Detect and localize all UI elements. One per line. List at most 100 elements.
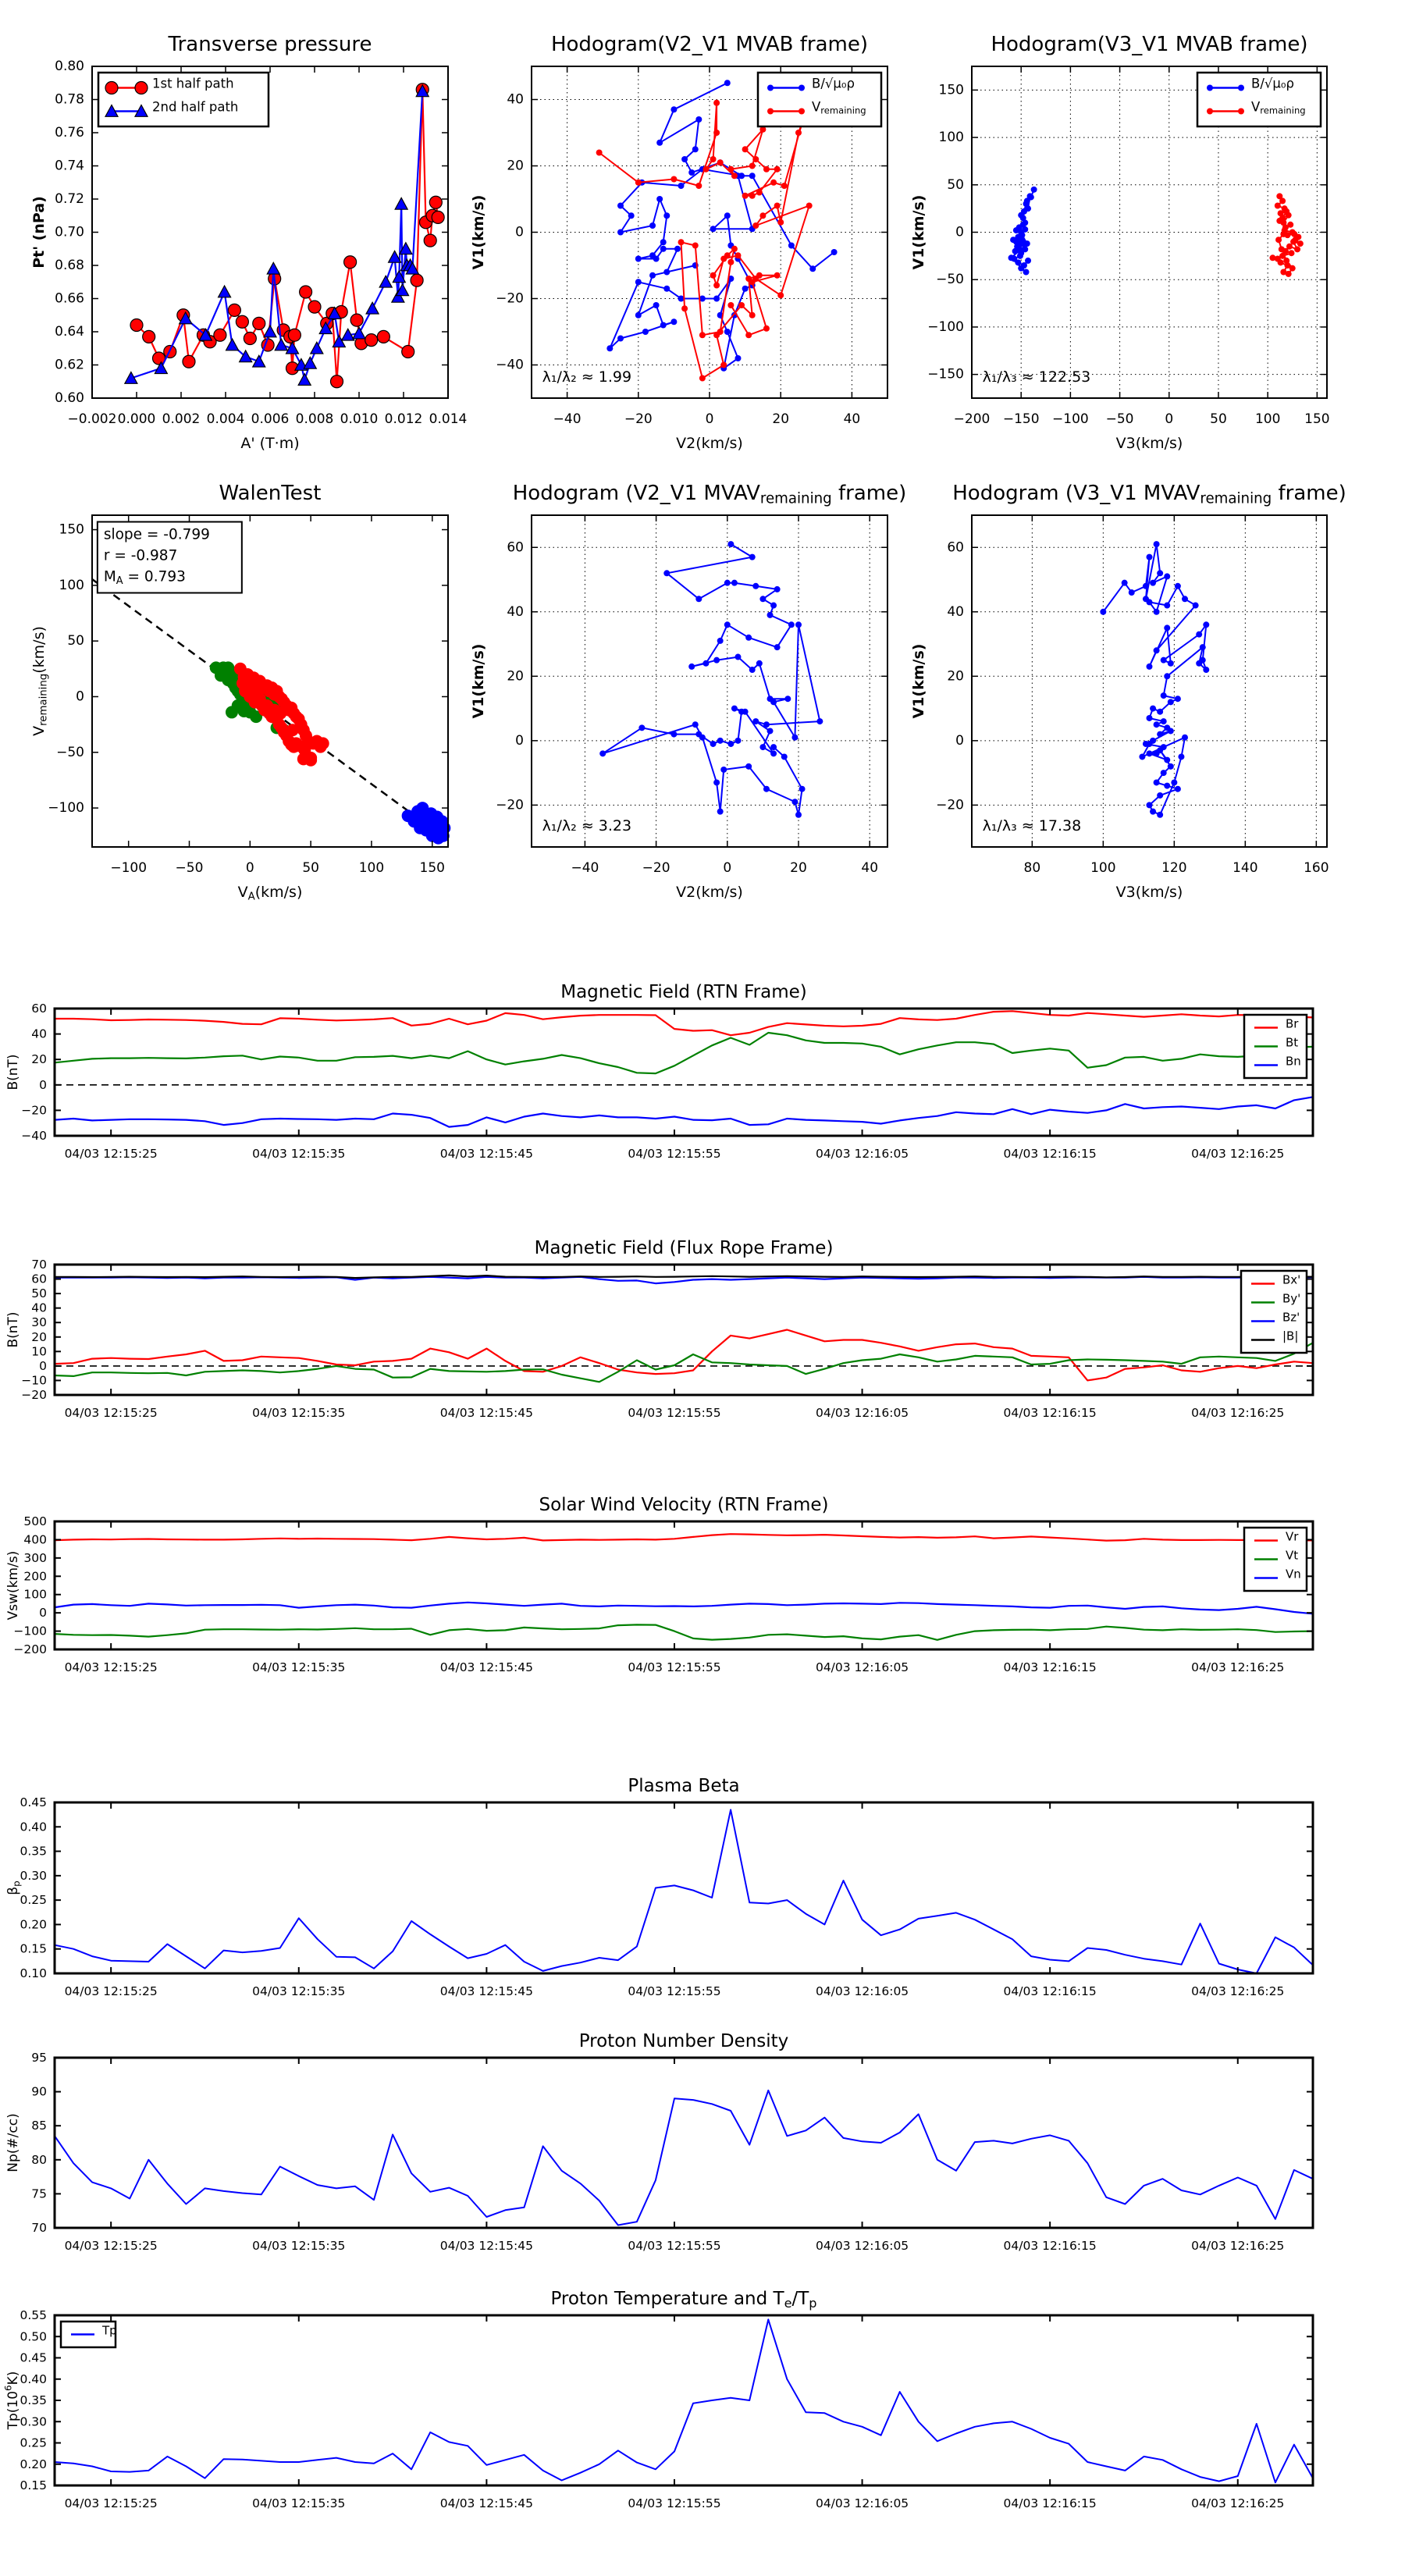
y-tick-label: 40 — [507, 604, 524, 620]
series-Vremaining — [596, 99, 813, 382]
legend-label: Bn — [1286, 1055, 1301, 1069]
y-tick-label: 300 — [23, 1550, 47, 1564]
x-tick-label: 04/03 12:16:15 — [1004, 1406, 1097, 1420]
x-tick-label: 160 — [1304, 860, 1329, 876]
y-tick-label: 30 — [31, 1315, 47, 1329]
y-tick-label: 80 — [31, 2152, 47, 2166]
y-tick-label: 0.10 — [20, 1966, 47, 1980]
series-Br — [55, 1010, 1314, 1037]
y-tick-label: 60 — [947, 539, 964, 555]
x-tick-label: 04/03 12:16:05 — [816, 1406, 909, 1420]
x-axis-label: A' (T·m) — [240, 435, 299, 452]
plot-frame — [531, 514, 888, 848]
x-tick-label: 04/03 12:15:35 — [252, 1984, 345, 1998]
panel-title: Magnetic Field (RTN Frame) — [560, 982, 807, 1002]
x-tick-label: 04/03 12:15:25 — [65, 1984, 158, 1998]
series-Tp — [54, 2318, 1314, 2484]
x-tick-label: −20 — [642, 860, 670, 876]
series-Bx' — [54, 1329, 1314, 1382]
y-tick-label: 0 — [955, 225, 964, 240]
x-tick-label: 0 — [246, 860, 254, 876]
y-tick-label: 60 — [31, 1272, 47, 1286]
panel-hodogram-v3v1-mvab: −200 −150 −100 −50 0 50 100 150 −150 −100 −50 0 50 10… — [910, 33, 1330, 452]
x-tick-label: 04/03 12:15:45 — [440, 1660, 533, 1674]
annotation: λ₁/λ₂ ≈ 3.23 — [542, 817, 631, 834]
series-red cluster — [233, 662, 329, 767]
y-axis-label: βp — [5, 1880, 22, 1895]
y-tick-label: 0 — [39, 1606, 47, 1620]
x-tick-label: 04/03 12:15:55 — [628, 1147, 720, 1161]
y-tick-label: 0.74 — [55, 158, 84, 174]
x-tick-label: −0.002 — [68, 411, 117, 427]
x-tick-label: 0.004 — [207, 411, 245, 427]
x-tick-label: −150 — [1003, 411, 1040, 427]
y-tick-label: 0.25 — [20, 2435, 47, 2450]
y-tick-label: 70 — [31, 2221, 47, 2235]
y-tick-label: 60 — [31, 1002, 47, 1016]
x-tick-label: −50 — [1106, 411, 1134, 427]
y-axis-label: Pt' (nPa) — [30, 196, 48, 269]
panel-title: Magnetic Field (Flux Rope Frame) — [535, 1238, 834, 1258]
y-tick-label: 0.40 — [20, 1820, 47, 1834]
series-Bt — [54, 1031, 1314, 1075]
x-tick-label: 04/03 12:15:25 — [65, 1147, 158, 1161]
y-tick-label: −10 — [21, 1373, 47, 1387]
y-tick-label: 95 — [31, 2051, 47, 2065]
y-tick-label: 0.76 — [55, 125, 84, 141]
legend-label: Bt — [1286, 1036, 1298, 1050]
panel-title: Proton Temperature and Te/Tp — [550, 2289, 816, 2311]
y-tick-label: −20 — [496, 797, 524, 813]
panel-proton-density: 04/03 12:15:25 04/03 12:15:35 04/03 12:15:… — [5, 2031, 1314, 2253]
x-tick-label: 0.008 — [296, 411, 334, 427]
series-1st half path — [130, 83, 445, 389]
panel-title: Transverse pressure — [168, 33, 372, 56]
x-tick-label: 04/03 12:15:55 — [628, 2239, 720, 2253]
y-tick-label: 50 — [31, 1286, 47, 1300]
legend-label: Vn — [1286, 1567, 1301, 1582]
y-axis-label: B(nT) — [5, 1311, 21, 1347]
legend-label: Br — [1286, 1017, 1299, 1031]
panel-title: Hodogram (V3_V1 MVAVremaining frame) — [952, 482, 1346, 507]
x-tick-label: 04/03 12:16:05 — [816, 1984, 909, 1998]
series-B — [1008, 186, 1037, 276]
legend-label: Vremaining — [1251, 100, 1306, 116]
y-axis-label: V1(km/s) — [910, 195, 927, 270]
x-axis-label: V3(km/s) — [1116, 884, 1183, 901]
y-tick-label: 0.68 — [55, 258, 84, 273]
y-tick-label: −20 — [496, 291, 524, 307]
y-tick-label: 0.25 — [20, 1893, 47, 1907]
annotation: slope = -0.799 r = -0.987 MA = 0.793 — [96, 521, 243, 594]
y-tick-label: 20 — [507, 158, 524, 174]
series-V path — [599, 541, 823, 818]
plot-frame — [53, 2056, 1314, 2229]
y-tick-label: 0.70 — [55, 225, 84, 240]
x-tick-label: −100 — [110, 860, 147, 876]
y-tick-label: 0.80 — [55, 59, 84, 74]
y-tick-label: 60 — [507, 539, 524, 555]
y-tick-label: 20 — [31, 1052, 47, 1066]
y-tick-label: −20 — [21, 1103, 47, 1117]
x-tick-label: −20 — [624, 411, 653, 427]
y-tick-label: 0.30 — [20, 2414, 47, 2428]
series-By' — [54, 1342, 1314, 1383]
y-tick-label: 0 — [515, 733, 524, 749]
y-tick-label: 85 — [31, 2119, 47, 2133]
series-fit line — [91, 578, 449, 841]
y-tick-label: 50 — [67, 633, 84, 649]
legend-label: Vremaining — [812, 100, 866, 116]
x-tick-label: 04/03 12:16:25 — [1191, 1660, 1284, 1674]
x-tick-label: 04/03 12:16:05 — [816, 2239, 909, 2253]
x-axis-label: V3(km/s) — [1116, 435, 1183, 452]
series-beta_p — [54, 1809, 1314, 1974]
y-tick-label: 40 — [31, 1300, 47, 1315]
series-Vr — [54, 1533, 1314, 1542]
x-tick-label: 0 — [723, 860, 731, 876]
x-tick-label: 04/03 12:15:45 — [440, 1406, 533, 1420]
plot-frame — [91, 514, 449, 848]
x-tick-label: 04/03 12:15:55 — [628, 1984, 720, 1998]
y-axis-label: Vremaining(km/s) — [30, 626, 49, 736]
y-tick-label: 0.60 — [55, 390, 84, 406]
x-tick-label: 04/03 12:16:25 — [1191, 1984, 1284, 1998]
x-tick-label: 04/03 12:16:25 — [1191, 2496, 1284, 2510]
